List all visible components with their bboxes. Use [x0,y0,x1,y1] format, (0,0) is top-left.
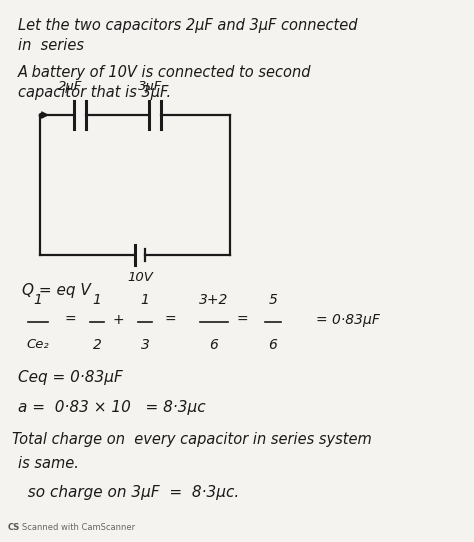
Text: a =  0·83 × 10   = 8·3μc: a = 0·83 × 10 = 8·3μc [18,400,206,415]
Text: Ceq = 0·83μF: Ceq = 0·83μF [18,370,123,385]
Text: 10V: 10V [127,271,153,284]
Text: =: = [164,313,176,327]
Text: = 0·83μF: = 0·83μF [316,313,380,327]
Text: so charge on 3μF  =  8·3μc.: so charge on 3μF = 8·3μc. [18,485,239,500]
Text: CS: CS [8,523,20,532]
Text: 5: 5 [269,293,277,307]
Text: =: = [236,313,248,327]
Text: +: + [112,313,124,327]
Text: 3+2: 3+2 [199,293,228,307]
Text: 2: 2 [92,338,101,352]
Text: in  series: in series [18,38,84,53]
Text: Scanned with CamScanner: Scanned with CamScanner [22,523,135,532]
Text: 6: 6 [269,338,277,352]
Text: =: = [64,313,76,327]
Text: 1: 1 [141,293,149,307]
Text: 1: 1 [92,293,101,307]
Text: 3μF: 3μF [138,80,162,93]
Text: 2μF: 2μF [58,80,82,93]
Text: capacitor that is 3μF.: capacitor that is 3μF. [18,85,171,100]
Text: Ce₂: Ce₂ [27,338,49,351]
Text: Total charge on  every capacitor in series system: Total charge on every capacitor in serie… [12,432,372,447]
Text: 6: 6 [210,338,219,352]
Text: is same.: is same. [18,456,79,471]
Text: 1: 1 [34,293,43,307]
Text: 3: 3 [141,338,149,352]
Text: A battery of 10V is connected to second: A battery of 10V is connected to second [18,65,311,80]
Text: Q = eq V: Q = eq V [22,283,91,298]
Text: Let the two capacitors 2μF and 3μF connected: Let the two capacitors 2μF and 3μF conne… [18,18,357,33]
